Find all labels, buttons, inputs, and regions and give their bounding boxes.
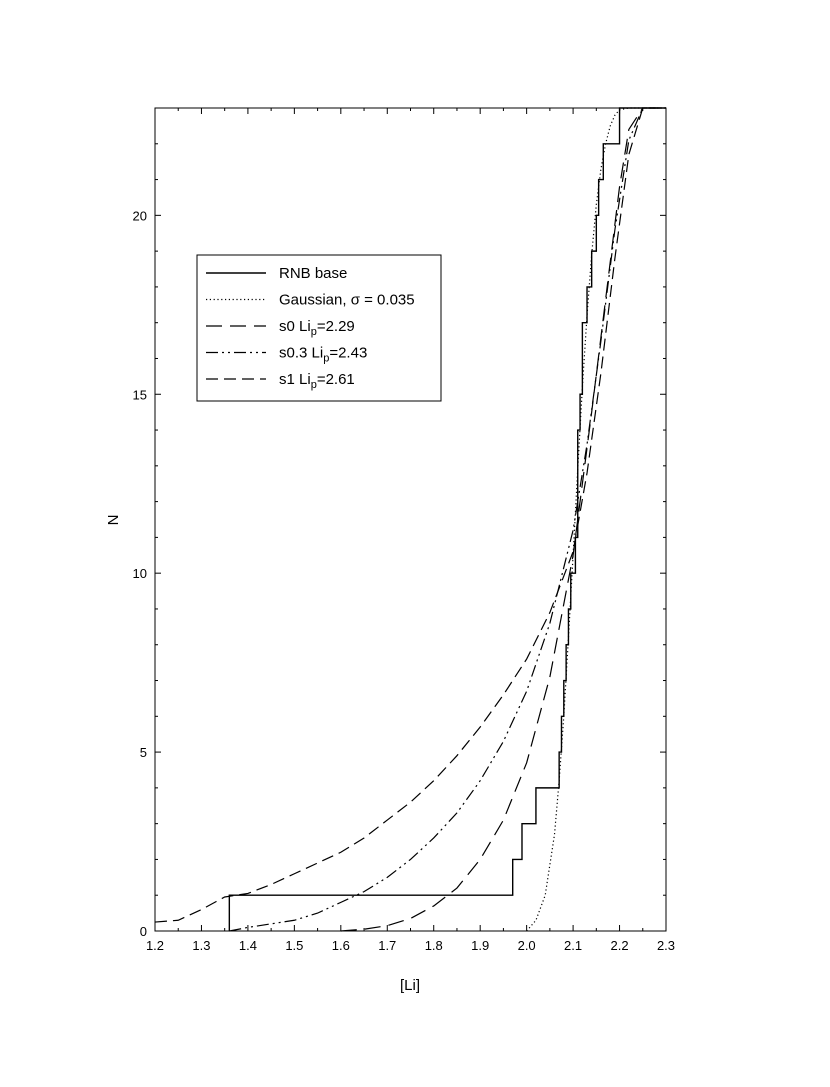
plot-frame	[154, 107, 667, 932]
legend-label-0: RNB base	[279, 265, 347, 282]
x-tick-label: 2.2	[611, 938, 629, 953]
x-tick-label: 2.0	[518, 938, 536, 953]
series-layer	[154, 107, 666, 932]
y-tick-label: 5	[140, 745, 147, 760]
x-tick-label: 2.3	[657, 938, 675, 953]
x-tick-label: 1.5	[285, 938, 303, 953]
series-line-0	[228, 107, 666, 931]
y-tick-label: 15	[133, 387, 147, 402]
y-axis-label: N	[105, 515, 122, 526]
y-tick-label: 20	[133, 208, 147, 223]
axis-ticks	[154, 107, 667, 932]
legend-label-3: s0.3 Lip=2.43	[279, 345, 367, 365]
series-line-4	[154, 107, 666, 923]
x-tick-label: 1.4	[239, 938, 257, 953]
x-tick-label: 1.6	[332, 938, 350, 953]
series-line-2	[340, 107, 666, 932]
legend: RNB base Gaussian, σ = 0.035 s0 Lip=2.29 s0…	[196, 254, 442, 402]
x-tick-label: 1.9	[471, 938, 489, 953]
legend-label-4: s1 Lip=2.61	[279, 371, 355, 391]
x-axis-label: [Li]	[400, 977, 420, 994]
x-tick-label: 1.8	[425, 938, 443, 953]
tick-labels: 1.2 1.3 1.4 1.5 1.6 1.7 1.8 1.9 2.0 2.1 2.2 2.3 0 5 10…	[133, 208, 676, 953]
x-tick-label: 1.3	[192, 938, 210, 953]
legend-box	[196, 254, 442, 402]
series-line-3	[229, 107, 666, 932]
x-tick-label: 1.7	[378, 938, 396, 953]
y-tick-label: 0	[140, 924, 147, 939]
legend-label-1: Gaussian, σ = 0.035	[279, 292, 415, 309]
y-tick-label: 10	[133, 566, 147, 581]
x-tick-label: 2.1	[564, 938, 582, 953]
x-tick-label: 1.2	[146, 938, 164, 953]
legend-label-2: s0 Lip=2.29	[279, 318, 355, 338]
